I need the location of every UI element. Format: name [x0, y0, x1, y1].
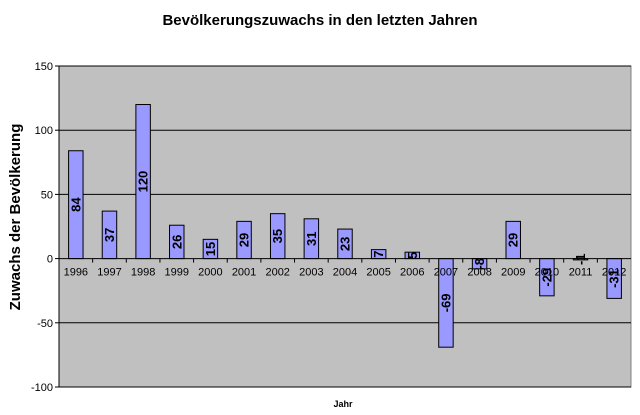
x-tick-label: 2011	[569, 267, 593, 279]
y-tick-label: 100	[35, 125, 53, 137]
x-tick-label: 2005	[366, 267, 390, 279]
x-tick-label: 2012	[602, 267, 626, 279]
x-tick-label: 2004	[333, 267, 357, 279]
x-tick-label: 1998	[131, 267, 155, 279]
data-label: 31	[304, 231, 319, 245]
data-label: 29	[237, 233, 252, 247]
y-tick-label: -50	[37, 318, 53, 330]
data-label: 29	[506, 233, 521, 247]
x-tick-label: 2008	[467, 267, 491, 279]
x-tick-label: 2002	[265, 267, 289, 279]
gridlines	[59, 65, 631, 388]
data-label: -1	[573, 253, 588, 265]
data-label: -69	[438, 293, 453, 312]
data-label: -29	[539, 268, 554, 287]
x-tick-label: 1997	[97, 267, 121, 279]
x-tick-label: 2010	[535, 267, 559, 279]
y-tick-label: 150	[35, 61, 53, 73]
x-tick-label: 2007	[434, 267, 458, 279]
data-label: 5	[405, 252, 420, 259]
labels: 150 100 50 0 -50 -100 1996 84 1997 37 1998 120 1999 2…	[31, 61, 626, 394]
x-tick-label: 1996	[64, 267, 88, 279]
data-label: 35	[270, 229, 285, 243]
bars	[68, 104, 622, 348]
y-tick-label: -100	[31, 382, 53, 394]
x-tick-label: 1999	[165, 267, 189, 279]
x-tick-label: 2006	[400, 267, 424, 279]
data-label: 120	[136, 171, 151, 193]
x-axis-label: Jahr	[333, 399, 353, 409]
x-tick-label: 2000	[198, 267, 222, 279]
data-label: 37	[102, 228, 117, 242]
axes	[55, 65, 631, 388]
y-tick-label: 50	[41, 189, 53, 201]
x-tick-label: 2001	[232, 267, 256, 279]
data-label: -31	[607, 269, 622, 288]
chart-title: Bevölkerungszuwachs in den letzten Jahre…	[162, 12, 477, 29]
data-label: 7	[371, 250, 386, 257]
y-tick-label: 0	[47, 254, 53, 266]
y-axis-label: Zuwachs der Bevölkerung	[7, 124, 24, 311]
plot-area	[58, 65, 632, 388]
data-label: 26	[169, 235, 184, 249]
data-label: 15	[203, 242, 218, 256]
data-label: 84	[68, 197, 83, 212]
data-label: 23	[338, 237, 353, 251]
data-label: -8	[472, 258, 487, 270]
x-tick-label: 2003	[299, 267, 323, 279]
x-tick-label: 2009	[501, 267, 525, 279]
